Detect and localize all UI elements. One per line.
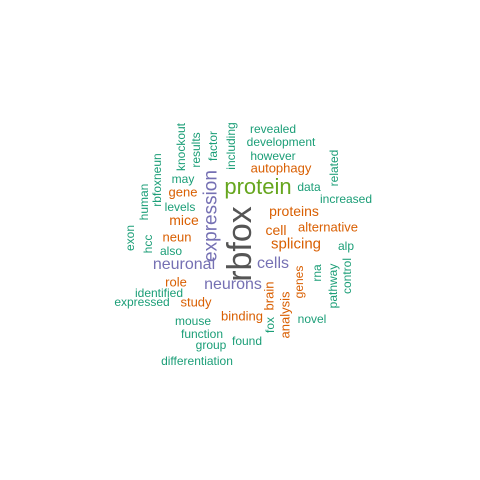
word-neurons: neurons: [204, 276, 262, 293]
word-however: however: [250, 149, 296, 163]
word-found: found: [231, 334, 263, 348]
word-expressed: expressed: [114, 295, 170, 309]
word-alp: alp: [337, 239, 355, 253]
word-neuronal: neuronal: [152, 256, 216, 273]
word-exon: exon: [123, 224, 137, 252]
word-mice: mice: [169, 212, 199, 228]
word-revealed: revealed: [249, 122, 297, 136]
word-related: related: [327, 149, 341, 187]
word-binding: binding: [221, 308, 263, 324]
word-results: results: [189, 132, 203, 168]
word-factor: factor: [206, 130, 220, 162]
word-protein: protein: [224, 174, 292, 199]
word-gene: gene: [168, 184, 198, 200]
word-hcc: hcc: [141, 234, 155, 254]
word-also: also: [159, 244, 183, 258]
word-increased: increased: [319, 192, 373, 206]
word-differentiation: differentiation: [161, 354, 233, 368]
word-fox: fox: [263, 316, 277, 334]
word-data: data: [297, 180, 321, 194]
word-knockout: knockout: [174, 122, 188, 172]
word-pathway: pathway: [326, 263, 340, 309]
word-splicing: splicing: [270, 235, 322, 253]
word-group: group: [195, 338, 227, 352]
word-proteins: proteins: [269, 203, 319, 219]
word-alternative: alternative: [298, 219, 358, 235]
word-novel: novel: [297, 312, 327, 326]
word-genes: genes: [292, 265, 306, 299]
word-expression: expression: [200, 170, 222, 262]
word-function: function: [180, 327, 224, 341]
word-cell: cell: [265, 222, 287, 238]
word-autophagy: autophagy: [250, 160, 312, 176]
word-rna: rna: [310, 264, 324, 282]
word-identified: identified: [134, 286, 184, 300]
word-control: control: [340, 257, 354, 295]
word-human: human: [137, 183, 151, 221]
word-role: role: [165, 274, 187, 290]
word-cells: cells: [256, 255, 290, 272]
word-including: including: [224, 122, 238, 170]
word-rbfox: rbfox: [221, 206, 259, 282]
word-brain: brain: [261, 281, 277, 311]
word-mouse: mouse: [174, 314, 212, 328]
word-may: may: [171, 172, 195, 186]
word-neun: neun: [162, 229, 192, 245]
word-study: study: [180, 294, 212, 310]
word-analysis: analysis: [277, 291, 293, 339]
word-development: development: [246, 135, 316, 149]
word-rbfoxneun: rbfoxneun: [150, 153, 164, 207]
word-levels: levels: [164, 200, 196, 214]
